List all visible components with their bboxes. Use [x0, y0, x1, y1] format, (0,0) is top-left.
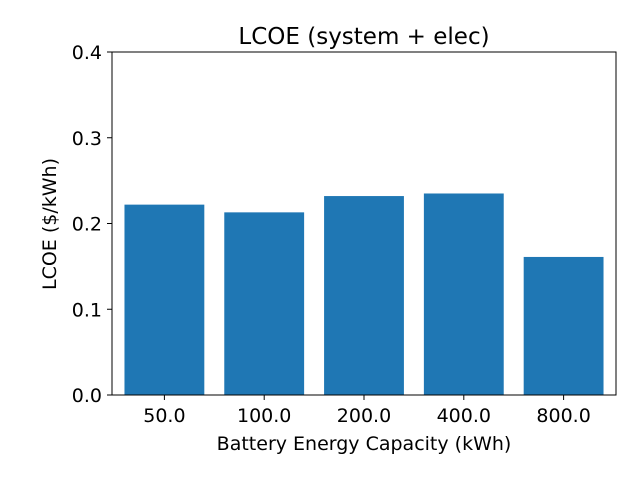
y-axis: 0.0 0.1 0.2 0.3 0.4	[72, 42, 112, 407]
bar-400.0	[423, 193, 504, 395]
x-tick-label: 50.0	[143, 405, 185, 427]
x-tick-label: 800.0	[536, 405, 590, 427]
chart-title: LCOE (system + elec)	[238, 24, 489, 50]
bar-200.0	[324, 196, 404, 395]
x-tick-label: 100.0	[237, 405, 291, 427]
y-tick-label: 0.3	[72, 128, 102, 150]
x-axis-label: Battery Energy Capacity (kWh)	[217, 433, 512, 455]
bar-800.0	[523, 256, 604, 395]
x-tick-label: 200.0	[337, 405, 391, 427]
bar-50.0	[124, 204, 205, 395]
y-tick-label: 0.1	[72, 299, 102, 321]
bars-group	[124, 193, 604, 395]
x-tick-label: 400.0	[437, 405, 491, 427]
bar-100.0	[224, 212, 305, 395]
y-tick-label: 0.2	[72, 214, 102, 236]
y-axis-label: LCOE ($/kWh)	[39, 158, 61, 290]
x-axis: 50.0 100.0 200.0 400.0 800.0	[143, 395, 591, 427]
y-tick-label: 0.0	[72, 385, 102, 407]
y-tick-label: 0.4	[72, 42, 102, 64]
